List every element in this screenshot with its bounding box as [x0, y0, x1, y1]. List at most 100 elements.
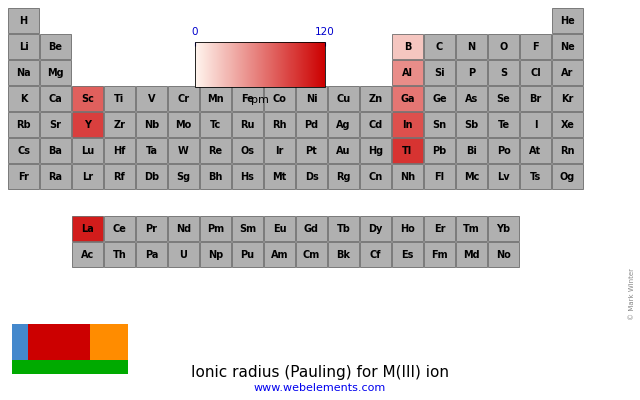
Bar: [104, 164, 135, 189]
Bar: [424, 242, 455, 267]
Text: Hs: Hs: [241, 172, 255, 182]
Bar: [136, 242, 167, 267]
Text: Ca: Ca: [49, 94, 62, 104]
Bar: [424, 86, 455, 111]
Bar: [72, 242, 103, 267]
Bar: [232, 112, 263, 137]
Text: U: U: [180, 250, 188, 260]
Text: Md: Md: [463, 250, 480, 260]
Bar: [8, 86, 39, 111]
Text: Mg: Mg: [47, 68, 64, 78]
Bar: [424, 138, 455, 163]
Bar: [8, 138, 39, 163]
Text: At: At: [529, 146, 541, 156]
Bar: [264, 86, 295, 111]
Bar: [328, 138, 359, 163]
Bar: [456, 216, 487, 241]
Text: Sg: Sg: [177, 172, 191, 182]
Text: F: F: [532, 42, 539, 52]
Text: Rn: Rn: [560, 146, 575, 156]
Bar: [328, 164, 359, 189]
Bar: [328, 112, 359, 137]
Bar: [200, 242, 231, 267]
Bar: [168, 138, 199, 163]
Text: Tm: Tm: [463, 224, 480, 234]
Bar: [328, 86, 359, 111]
Bar: [72, 216, 103, 241]
Bar: [456, 86, 487, 111]
Text: Rg: Rg: [336, 172, 351, 182]
Text: Pb: Pb: [433, 146, 447, 156]
Bar: [232, 138, 263, 163]
Bar: [200, 112, 231, 137]
Bar: [488, 242, 519, 267]
Text: Sr: Sr: [49, 120, 61, 130]
Text: Pd: Pd: [305, 120, 319, 130]
Text: Tl: Tl: [403, 146, 413, 156]
Bar: [168, 164, 199, 189]
Text: Br: Br: [529, 94, 541, 104]
Bar: [520, 86, 551, 111]
Bar: [104, 242, 135, 267]
Bar: [488, 216, 519, 241]
Bar: [296, 86, 327, 111]
Text: Ni: Ni: [306, 94, 317, 104]
Text: Pa: Pa: [145, 250, 158, 260]
Text: Ne: Ne: [560, 42, 575, 52]
Text: Pt: Pt: [306, 146, 317, 156]
Text: Dy: Dy: [368, 224, 383, 234]
Bar: [360, 216, 391, 241]
Text: Ru: Ru: [240, 120, 255, 130]
Bar: [72, 86, 103, 111]
Text: Cd: Cd: [369, 120, 383, 130]
Text: Og: Og: [560, 172, 575, 182]
Bar: [136, 164, 167, 189]
Bar: [136, 86, 167, 111]
Bar: [488, 86, 519, 111]
Text: Ar: Ar: [561, 68, 573, 78]
Text: Lr: Lr: [82, 172, 93, 182]
Text: Am: Am: [271, 250, 288, 260]
Text: © Mark Winter: © Mark Winter: [629, 268, 635, 320]
Bar: [8, 8, 39, 33]
Text: Fr: Fr: [18, 172, 29, 182]
Bar: [456, 112, 487, 137]
Text: Re: Re: [209, 146, 223, 156]
Text: Kr: Kr: [561, 94, 573, 104]
Text: Se: Se: [497, 94, 510, 104]
Text: V: V: [148, 94, 156, 104]
Bar: [136, 112, 167, 137]
Bar: [488, 164, 519, 189]
Text: Cu: Cu: [337, 94, 351, 104]
Bar: [296, 164, 327, 189]
Bar: [488, 112, 519, 137]
Bar: [360, 138, 391, 163]
Bar: [296, 216, 327, 241]
Text: Ba: Ba: [49, 146, 63, 156]
Text: Tc: Tc: [210, 120, 221, 130]
Bar: [12, 324, 28, 360]
Bar: [392, 242, 423, 267]
Text: Bh: Bh: [208, 172, 223, 182]
Bar: [360, 164, 391, 189]
Bar: [520, 164, 551, 189]
Bar: [200, 138, 231, 163]
Bar: [168, 112, 199, 137]
Text: Li: Li: [19, 42, 28, 52]
Text: Sb: Sb: [465, 120, 479, 130]
Bar: [488, 60, 519, 85]
Text: Eu: Eu: [273, 224, 286, 234]
Text: Ts: Ts: [530, 172, 541, 182]
Bar: [104, 216, 135, 241]
Bar: [200, 86, 231, 111]
Text: P: P: [468, 68, 475, 78]
Text: Bi: Bi: [466, 146, 477, 156]
Bar: [90, 324, 128, 360]
Text: Sm: Sm: [239, 224, 256, 234]
Text: Hf: Hf: [113, 146, 125, 156]
Text: Cm: Cm: [303, 250, 320, 260]
Text: Y: Y: [84, 120, 91, 130]
Bar: [72, 138, 103, 163]
Bar: [552, 138, 583, 163]
Text: Ta: Ta: [145, 146, 157, 156]
